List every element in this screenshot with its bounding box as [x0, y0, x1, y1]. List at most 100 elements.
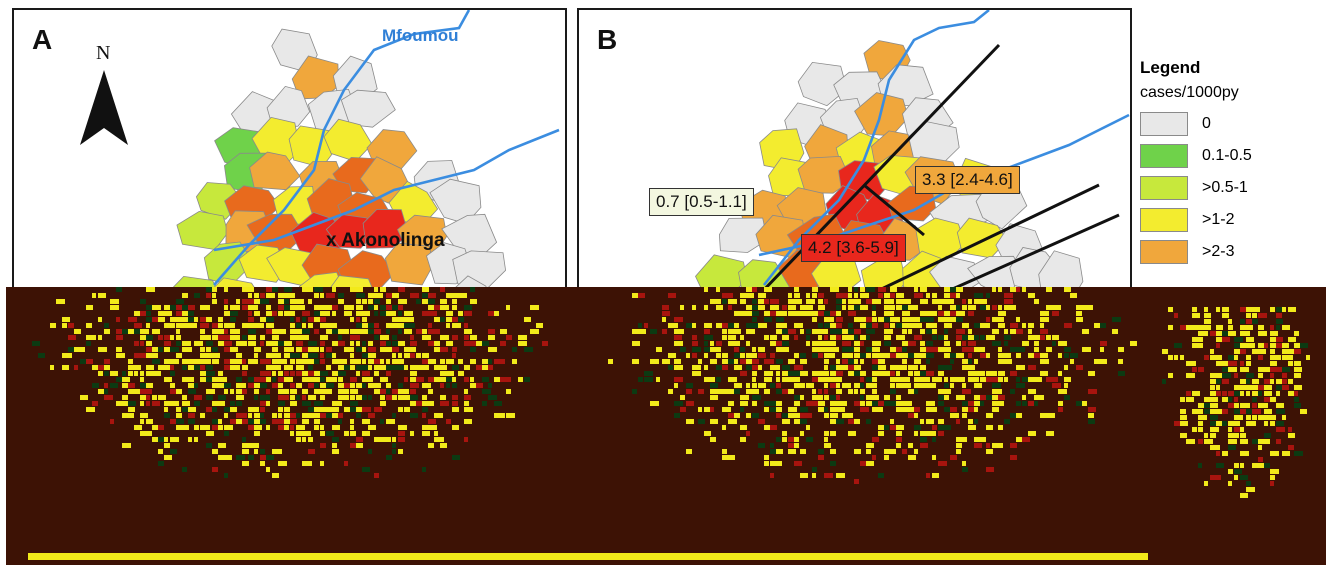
- corruption-pixel: [464, 311, 472, 316]
- corruption-pixel: [332, 329, 339, 334]
- corruption-pixel: [902, 407, 911, 412]
- corruption-pixel: [692, 335, 697, 340]
- corruption-pixel: [356, 383, 362, 388]
- corruption-pixel: [962, 341, 966, 346]
- corruption-pixel: [776, 317, 784, 322]
- corruption-pixel: [146, 389, 152, 394]
- corruption-pixel: [962, 413, 967, 418]
- corruption-pixel: [710, 359, 717, 364]
- corruption-pixel: [788, 407, 797, 412]
- corruption-pixel: [176, 389, 182, 394]
- corruption-pixel: [290, 425, 294, 430]
- corruption-pixel: [758, 443, 765, 448]
- corruption-pixel: [158, 425, 164, 430]
- corruption-pixel: [842, 401, 847, 406]
- corruption-pixel: [1222, 409, 1228, 414]
- corruption-pixel: [278, 425, 287, 430]
- corruption-pixel: [902, 377, 910, 382]
- corruption-pixel: [866, 353, 871, 358]
- corruption-pixel: [1282, 325, 1290, 330]
- corruption-pixel: [848, 329, 854, 334]
- corruption-pixel: [350, 431, 356, 436]
- corruption-pixel: [758, 305, 765, 310]
- corruption-pixel: [302, 311, 310, 316]
- corruption-pixel: [728, 455, 735, 460]
- corruption-pixel: [788, 305, 796, 310]
- corruption-pixel: [212, 407, 217, 412]
- corruption-pixel: [218, 401, 225, 406]
- corruption-pixel: [272, 311, 277, 316]
- corruption-pixel: [1228, 433, 1236, 438]
- corruption-pixel: [290, 383, 295, 388]
- corruption-pixel: [422, 311, 428, 316]
- corruption-pixel: [224, 305, 228, 310]
- corruption-pixel: [146, 317, 153, 322]
- corruption-pixel: [446, 323, 450, 328]
- corruption-pixel: [524, 317, 531, 322]
- corruption-pixel: [1240, 493, 1248, 498]
- corruption-pixel: [116, 347, 122, 352]
- corruption-pixel: [104, 383, 108, 388]
- corruption-pixel: [392, 353, 396, 358]
- corruption-pixel: [356, 323, 362, 328]
- corruption-pixel: [782, 329, 790, 334]
- corruption-pixel: [812, 377, 821, 382]
- corruption-pixel: [740, 311, 748, 316]
- corruption-pixel: [218, 377, 227, 382]
- corruption-pixel: [1070, 293, 1077, 298]
- corruption-pixel: [338, 365, 346, 370]
- corruption-pixel: [1016, 329, 1023, 334]
- corruption-pixel: [1010, 389, 1015, 394]
- corruption-pixel: [866, 377, 874, 382]
- corruption-pixel: [350, 419, 354, 424]
- corruption-pixel: [968, 347, 975, 352]
- corruption-pixel: [824, 359, 829, 364]
- corruption-pixel: [914, 293, 923, 298]
- corruption-pixel: [728, 401, 734, 406]
- corruption-pixel: [824, 347, 831, 352]
- corruption-pixel: [902, 365, 907, 370]
- corruption-pixel: [962, 299, 966, 304]
- corruption-pixel: [410, 389, 416, 394]
- corruption-pixel: [1058, 353, 1062, 358]
- corruption-pixel: [308, 317, 314, 322]
- corruption-pixel: [926, 347, 933, 352]
- corruption-pixel: [746, 341, 750, 346]
- corruption-pixel: [896, 323, 905, 328]
- legend-label: 0.1-0.5: [1202, 147, 1252, 164]
- corruption-pixel: [350, 365, 355, 370]
- corruption-pixel: [338, 341, 345, 346]
- corruption-pixel: [794, 311, 800, 316]
- corruption-pixel: [1186, 361, 1194, 366]
- corruption-pixel: [932, 293, 937, 298]
- corruption-pixel: [1228, 319, 1232, 324]
- corruption-pixel: [740, 353, 745, 358]
- corruption-pixel: [338, 383, 344, 388]
- corruption-pixel: [800, 353, 806, 358]
- corruption-pixel: [926, 371, 934, 376]
- corruption-pixel: [1022, 323, 1026, 328]
- corruption-pixel: [500, 413, 505, 418]
- corruption-pixel: [968, 305, 976, 310]
- corruption-pixel: [698, 407, 702, 412]
- corruption-pixel: [854, 479, 859, 484]
- corruption-pixel: [230, 317, 236, 322]
- corruption-pixel: [1198, 325, 1207, 330]
- corruption-pixel: [278, 395, 285, 400]
- corruption-pixel: [320, 407, 327, 412]
- corruption-pixel: [740, 425, 747, 430]
- corruption-pixel: [380, 395, 385, 400]
- corruption-pixel: [824, 437, 828, 442]
- corruption-pixel: [266, 323, 274, 328]
- corruption-pixel: [842, 413, 849, 418]
- corruption-pixel: [464, 335, 469, 340]
- corruption-pixel: [806, 311, 812, 316]
- corruption-pixel: [992, 305, 997, 310]
- corruption-pixel: [812, 347, 818, 352]
- corruption-pixel: [1076, 305, 1082, 310]
- corruption-pixel: [1246, 313, 1251, 318]
- corruption-pixel: [254, 377, 263, 382]
- corruption-pixel: [290, 431, 294, 436]
- corruption-pixel: [740, 371, 747, 376]
- corruption-pixel: [362, 347, 366, 352]
